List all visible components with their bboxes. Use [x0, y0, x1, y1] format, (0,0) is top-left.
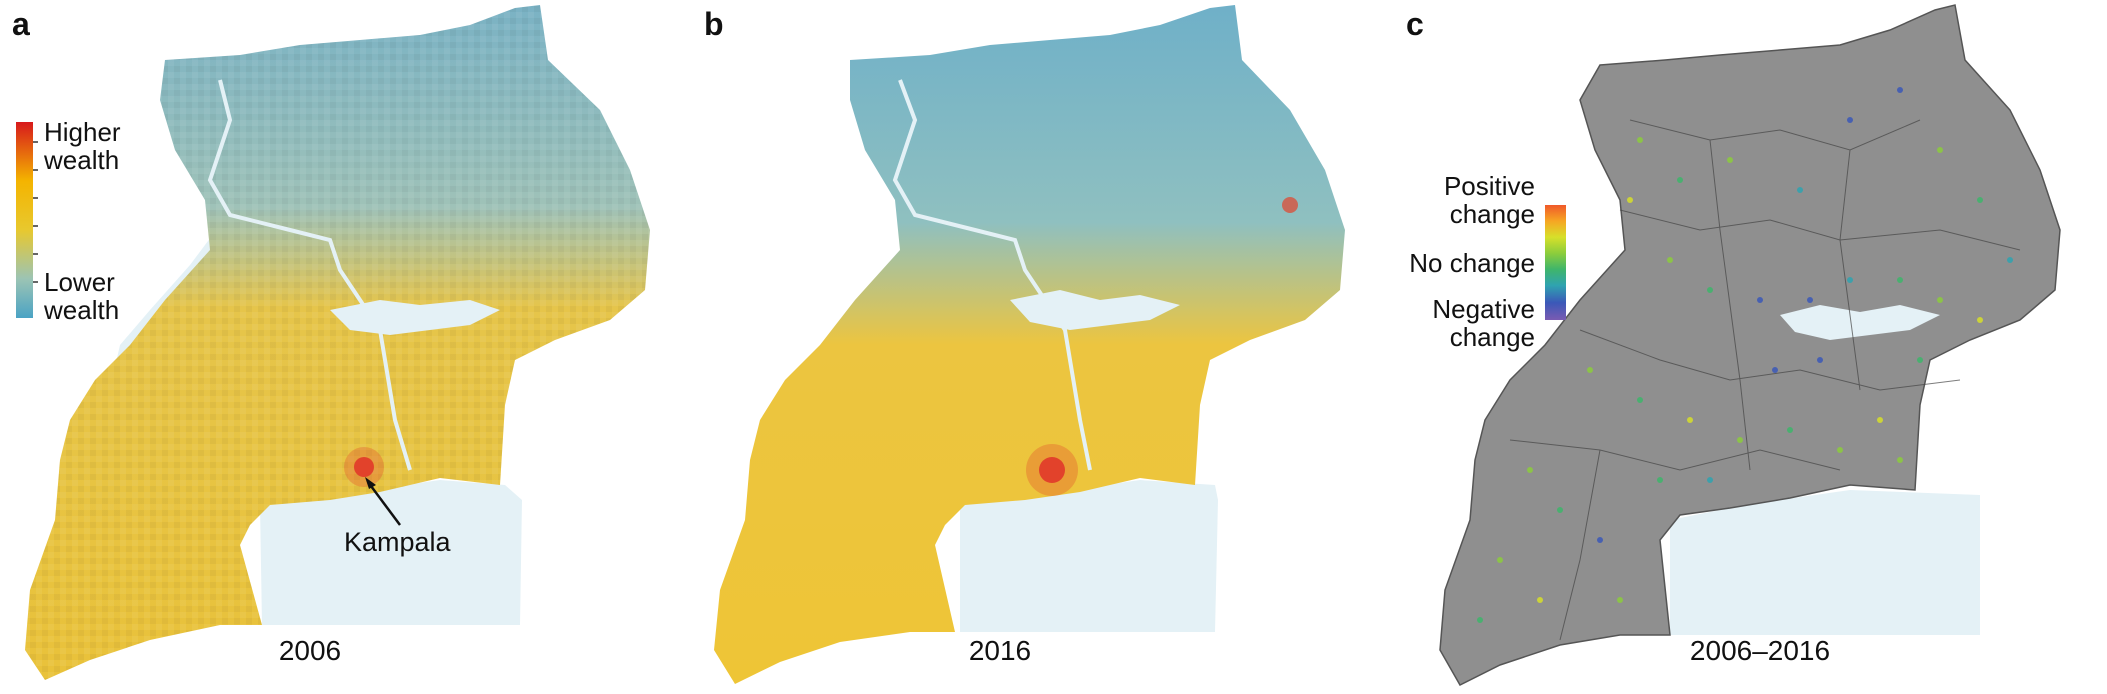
district-boundaries: [1509, 119, 2021, 641]
legend-higher-wealth: Higher wealth: [44, 117, 121, 175]
legend-negative-change: Negative change: [1432, 294, 1535, 352]
lake-victoria-b: [960, 480, 1218, 632]
panel-b: b 2016: [690, 0, 1380, 694]
panel-letter-c: c: [1406, 6, 1424, 42]
wealth-map-2016: [714, 5, 1345, 684]
wealth-legend-bar: [16, 122, 33, 318]
nile-river-2016: [892, 79, 1092, 471]
lake-kyoga-2016: [1010, 290, 1180, 330]
wealth-map-2006: [16, 5, 650, 680]
legend-lower-wealth: Lower wealth: [44, 267, 120, 325]
kampala-hotspot-2016: [1039, 457, 1065, 483]
legend-positive-change: Positive change: [1443, 171, 1535, 229]
uganda-outline-2016: [714, 5, 1345, 684]
kampala-arrow: [366, 481, 402, 526]
year-label-a: 2006: [278, 635, 342, 666]
kampala-label: Kampala: [344, 527, 451, 557]
change-legend-bar: [1545, 205, 1566, 320]
legend-no-change: No change: [1409, 248, 1535, 278]
change-dots: [1477, 87, 2013, 623]
lake-kyoga-c: [1780, 305, 1940, 340]
panel-letter-b: b: [704, 6, 724, 42]
panel-a: a: [0, 0, 690, 694]
panel-letter-a: a: [12, 6, 30, 42]
year-label-b: 2016: [968, 635, 1032, 666]
lake-kyoga-2006: [330, 300, 500, 335]
lake-victoria-c: [1670, 490, 1980, 635]
nile-river-2006: [207, 79, 412, 471]
year-label-c: 2006–2016: [1689, 635, 1831, 666]
kampala-hotspot-2006: [354, 457, 374, 477]
wealth-legend-ticks: [33, 141, 38, 283]
uganda-outline-change: [1439, 4, 2061, 686]
lake-victoria: [260, 480, 522, 625]
panel-c: c: [1380, 0, 2107, 694]
wealth-change-map: [1439, 4, 2061, 686]
